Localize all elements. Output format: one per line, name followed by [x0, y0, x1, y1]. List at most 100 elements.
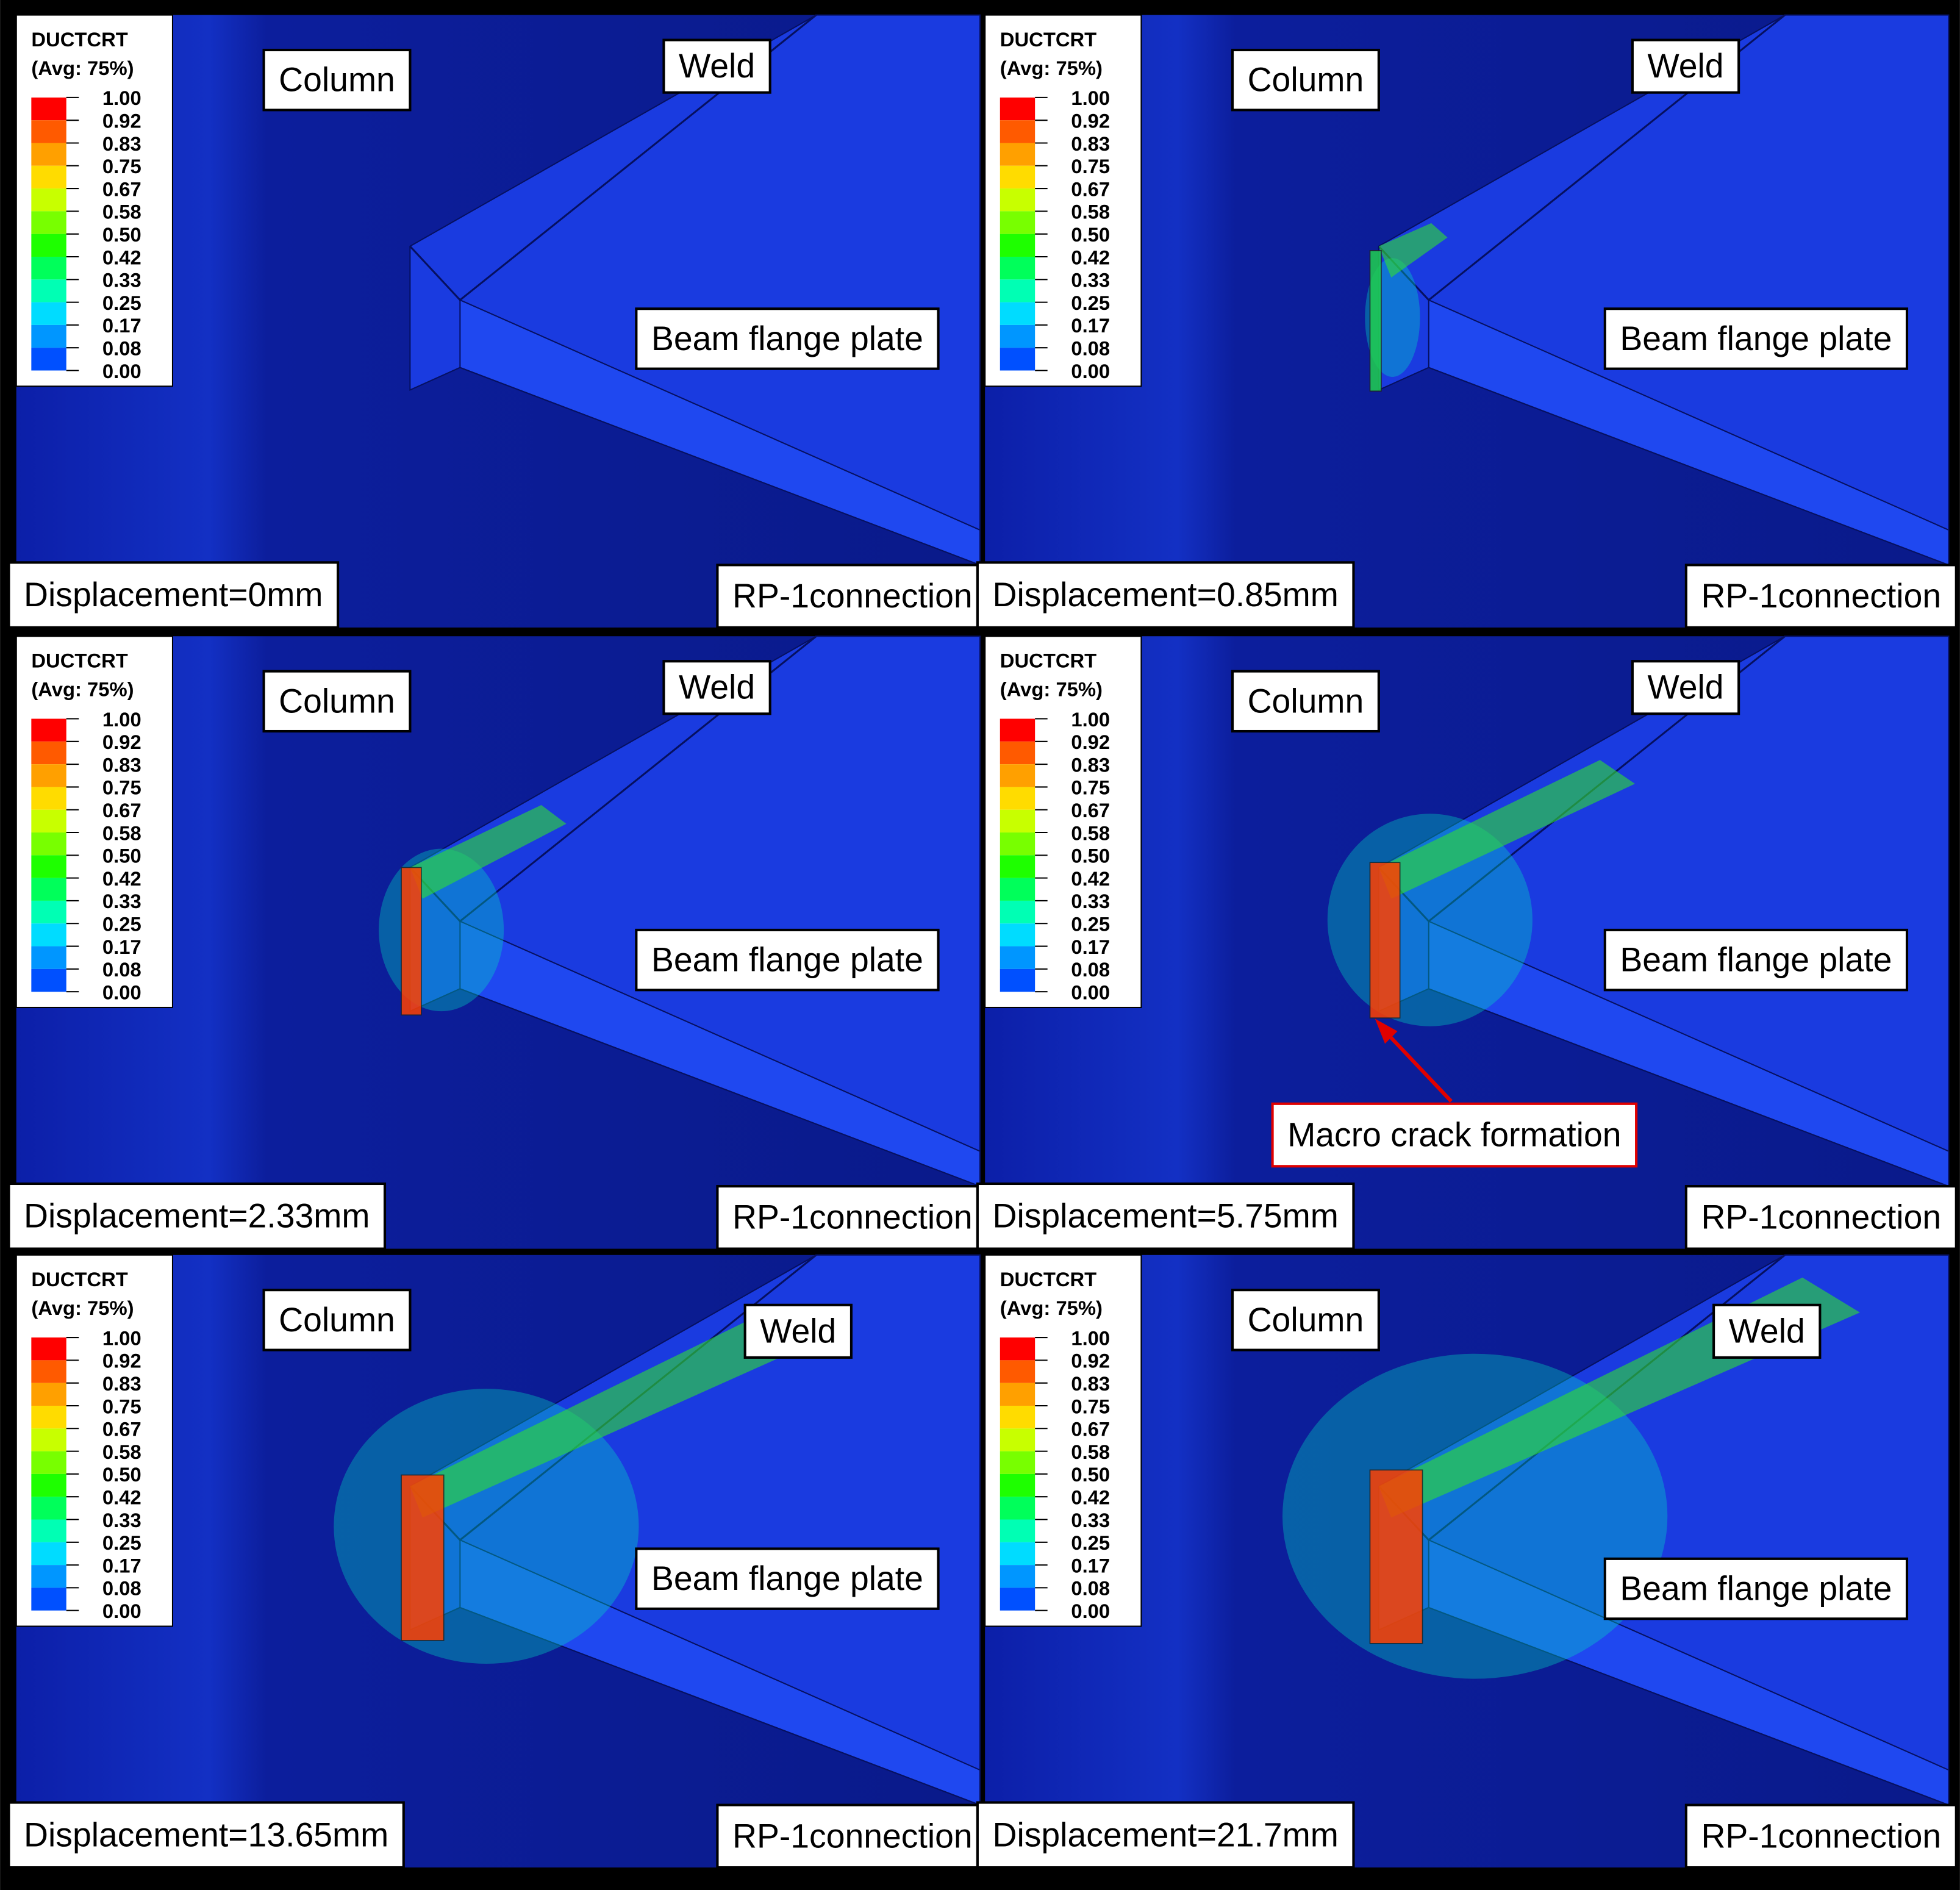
legend-band — [31, 211, 66, 234]
legend-band — [31, 1383, 66, 1406]
label-text: Weld — [679, 668, 755, 706]
legend-subtitle: (Avg: 75%) — [1000, 57, 1103, 79]
legend-band — [1000, 1451, 1035, 1474]
legend-tick-label: 0.83 — [1071, 132, 1110, 155]
legend-tick-label: 0.58 — [102, 822, 141, 844]
legend-band — [1000, 855, 1035, 878]
damage-band — [1378, 760, 1635, 899]
label-box — [1603, 928, 1909, 992]
legend-band — [1000, 120, 1035, 143]
damage-core — [1369, 862, 1401, 1019]
legend-tick-label: 0.25 — [1071, 913, 1110, 936]
label-text: Beam flange plate — [651, 941, 923, 979]
label-box — [1603, 307, 1909, 370]
label-box — [262, 1289, 412, 1351]
legend-band — [1000, 256, 1035, 280]
legend-tick-label: 0.42 — [102, 246, 141, 268]
legend-tick-label: 0.42 — [1071, 246, 1110, 268]
legend-band — [31, 809, 66, 833]
label-text: Weld — [1729, 1312, 1805, 1350]
damage-core — [1369, 1469, 1423, 1644]
legend-tick-label: 0.08 — [1071, 958, 1110, 981]
legend-band — [31, 1360, 66, 1383]
legend-tick-label: 0.33 — [1071, 890, 1110, 912]
label-text: RP-1connection — [1701, 1817, 1941, 1855]
legend-tick-label: 0.17 — [1071, 1554, 1110, 1577]
panel: DUCTCRT(Avg: 75%)1.000.920.830.750.670.5… — [976, 1254, 1958, 1869]
legend-tick-label: 1.00 — [102, 87, 141, 109]
legend-band — [1000, 143, 1035, 166]
legend-band — [31, 923, 66, 947]
legend-tick-label: 0.58 — [1071, 1441, 1110, 1463]
legend-band — [31, 1497, 66, 1520]
legend-band — [1000, 832, 1035, 856]
legend-title: DUCTCRT — [31, 649, 127, 671]
legend-tick-label: 0.25 — [102, 1531, 141, 1554]
panel: DUCTCRT(Avg: 75%)1.000.920.830.750.670.5… — [7, 1254, 989, 1869]
panel: DUCTCRT(Avg: 75%)1.000.920.830.750.670.5… — [976, 14, 1958, 629]
damage-core — [401, 867, 422, 1016]
legend-tick-label: 0.83 — [1071, 1372, 1110, 1395]
legend-band — [31, 741, 66, 765]
legend-tick-label: 0.42 — [1071, 867, 1110, 890]
label-box — [7, 561, 340, 629]
legend-subtitle: (Avg: 75%) — [1000, 678, 1103, 701]
legend-subtitle: (Avg: 75%) — [31, 1297, 134, 1319]
label-text: Beam flange plate — [651, 1559, 923, 1597]
legend-tick-label: 0.00 — [1071, 360, 1110, 382]
legend-band — [31, 764, 66, 787]
legend-band — [31, 832, 66, 856]
legend-tick-label: 0.33 — [102, 269, 141, 292]
legend-tick-label: 0.50 — [102, 845, 141, 867]
legend-tick-label: 0.75 — [1071, 1395, 1110, 1417]
legend-band — [31, 1337, 66, 1361]
legend-tick-label: 0.00 — [102, 1600, 141, 1622]
label-box — [976, 1801, 1355, 1869]
legend-band — [1000, 1360, 1035, 1383]
label-text: Column — [1248, 61, 1364, 99]
label-box — [262, 670, 412, 733]
arrow-head — [1375, 1018, 1398, 1044]
legend-tick-label: 0.00 — [102, 981, 141, 1003]
legend-band — [31, 1519, 66, 1542]
legend-band — [1000, 1473, 1035, 1497]
legend-band — [31, 324, 66, 348]
legend-tick-label: 0.67 — [1071, 1418, 1110, 1441]
label-text: Weld — [760, 1312, 836, 1350]
legend-band — [31, 302, 66, 325]
legend-tick-label: 0.00 — [1071, 1600, 1110, 1622]
legend-tick-label: 0.25 — [1071, 1531, 1110, 1554]
legend-band — [31, 348, 66, 371]
legend-band — [1000, 968, 1035, 992]
legend-band — [1000, 211, 1035, 234]
legend-band — [31, 279, 66, 302]
legend-tick-label: 0.75 — [1071, 155, 1110, 177]
legend-tick-label: 0.58 — [102, 1441, 141, 1463]
legend-tick-label: 0.67 — [1071, 177, 1110, 200]
legend-title: DUCTCRT — [1000, 1268, 1096, 1290]
legend-band — [1000, 1428, 1035, 1452]
legend-tick-label: 0.00 — [1071, 981, 1110, 1003]
legend-band — [31, 855, 66, 878]
legend-subtitle: (Avg: 75%) — [1000, 1297, 1103, 1319]
legend-tick-label: 0.17 — [102, 1554, 141, 1577]
legend-band — [1000, 97, 1035, 121]
legend-tick-label: 0.92 — [102, 1350, 141, 1372]
legend-band — [31, 234, 66, 257]
legend-tick-label: 0.75 — [102, 776, 141, 799]
legend-tick-label: 0.58 — [102, 201, 141, 223]
panel: DUCTCRT(Avg: 75%)1.000.920.830.750.670.5… — [7, 635, 989, 1250]
legend-band — [31, 878, 66, 901]
legend-tick-label: 0.50 — [102, 223, 141, 246]
legend-tick-label: 0.50 — [102, 1463, 141, 1486]
label-text: Column — [279, 1301, 395, 1339]
legend-tick-label: 0.08 — [1071, 337, 1110, 359]
legend-tick-label: 0.08 — [102, 337, 141, 359]
label-text: RP-1connection — [732, 577, 973, 615]
legend-title: DUCTCRT — [31, 28, 127, 51]
label-text: RP-1connection — [732, 1198, 973, 1236]
legend-tick-label: 0.25 — [102, 292, 141, 314]
legend-tick-label: 1.00 — [102, 708, 141, 731]
label-text: Beam flange plate — [651, 320, 923, 357]
